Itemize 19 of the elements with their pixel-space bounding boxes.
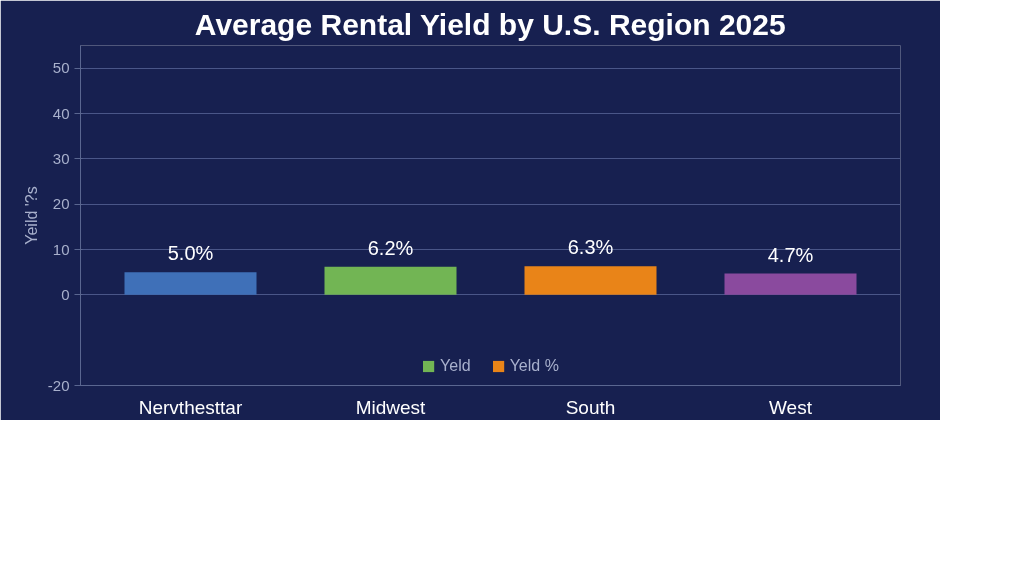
y-tick-label: 0 [61, 285, 70, 303]
x-tick-label: Midwest [355, 396, 427, 418]
x-tick-label: West [769, 396, 813, 418]
legend-label: Yeld % [509, 357, 559, 375]
y-tick-label: 10 [52, 240, 70, 258]
y-axis-title: Yeild '?s [22, 186, 40, 245]
data-label: 6.2% [367, 236, 414, 259]
data-label: 6.3% [567, 236, 614, 259]
data-label: 5.0% [167, 242, 214, 265]
y-tick-label: 50 [52, 59, 70, 77]
y-tick-label: 20 [52, 195, 70, 213]
chart-title: Average Rental Yield by U.S. Region 2025 [194, 7, 786, 41]
y-tick-label: 30 [52, 149, 70, 167]
y-tick-label: -20 [47, 376, 70, 394]
data-label: 4.7% [767, 243, 814, 266]
x-tick-label: South [565, 396, 616, 418]
y-tick-label: 40 [52, 104, 70, 122]
x-tick-label: Nervthesttar [138, 396, 243, 418]
legend-label: Yeld [440, 357, 471, 375]
